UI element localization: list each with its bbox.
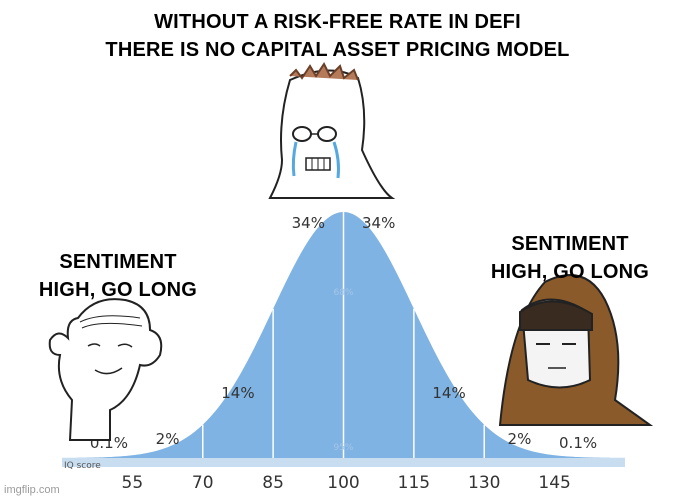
smiling-wojak-left <box>48 298 163 441</box>
curve-layer <box>62 212 625 458</box>
meme-title: WITHOUT A RISK-FREE RATE IN DEFI THERE I… <box>40 8 635 64</box>
x-tick-label: 115 <box>398 473 430 493</box>
axis-baseline <box>62 458 625 467</box>
x-tick-label: 130 <box>468 473 500 493</box>
x-axis-label: IQ score <box>64 461 101 471</box>
watermark: imgflip.com <box>4 484 60 496</box>
band-percent-label: 2% <box>156 430 180 448</box>
x-tick-label: 55 <box>122 473 144 493</box>
inner-range-label: 95% <box>333 443 353 453</box>
band-percent-label: 14% <box>432 384 465 402</box>
band-percent-label: 34% <box>292 214 325 232</box>
x-tick-label: 70 <box>192 473 214 493</box>
title-line-1: WITHOUT A RISK-FREE RATE IN DEFI <box>154 11 521 33</box>
band-percent-label: 14% <box>221 384 254 402</box>
x-tick-label: 85 <box>262 473 284 493</box>
right-caption-line-2: HIGH, GO LONG <box>490 261 650 283</box>
right-caption: SENTIMENT HIGH, GO LONG <box>470 230 670 286</box>
title-line-2: THERE IS NO CAPITAL ASSET PRICING MODEL <box>105 39 570 61</box>
x-tick-label: 145 <box>538 473 570 493</box>
band-percent-label: 0.1% <box>559 434 597 452</box>
left-caption-line-2: HIGH, GO LONG <box>38 279 198 301</box>
hooded-wojak-right <box>498 274 654 426</box>
crying-wojak-top <box>268 62 396 199</box>
band-percent-label: 34% <box>362 214 395 232</box>
right-caption-line-1: SENTIMENT <box>511 233 629 255</box>
inner-range-label: 68% <box>333 288 353 298</box>
label-layer: IQ score 55 70 85 100 115 130 145 0.1% 2% 14% 34% 34… <box>64 214 597 493</box>
left-caption-line-1: SENTIMENT <box>59 251 177 273</box>
x-tick-label: 100 <box>327 473 359 493</box>
band-percent-label: 2% <box>508 430 532 448</box>
left-caption: SENTIMENT HIGH, GO LONG <box>18 248 218 304</box>
